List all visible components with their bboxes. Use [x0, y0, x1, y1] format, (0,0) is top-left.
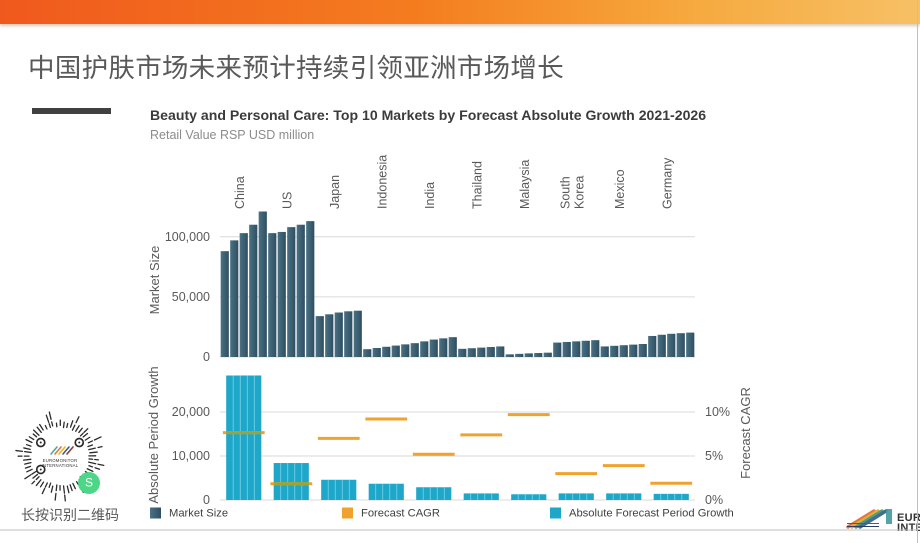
svg-text:0: 0	[203, 493, 210, 507]
svg-text:50,000: 50,000	[172, 290, 210, 304]
svg-text:India: India	[423, 182, 437, 209]
svg-text:0: 0	[203, 350, 210, 364]
svg-text:Market Size: Market Size	[169, 508, 228, 520]
svg-text:长按识别二维码: 长按识别二维码	[21, 507, 119, 523]
svg-text:Indonesia: Indonesia	[375, 155, 389, 209]
svg-text:US: US	[280, 192, 294, 209]
svg-text:Forecast CAGR: Forecast CAGR	[361, 508, 440, 520]
svg-text:Japan: Japan	[328, 175, 342, 209]
svg-text:South: South	[558, 176, 572, 209]
svg-text:Korea: Korea	[572, 176, 586, 209]
svg-text:Forecast CAGR: Forecast CAGR	[738, 387, 753, 479]
svg-text:0%: 0%	[705, 493, 723, 507]
svg-text:Malaysia: Malaysia	[518, 160, 532, 209]
svg-text:Absolute Period Growth: Absolute Period Growth	[146, 366, 161, 503]
svg-text:China: China	[233, 176, 247, 209]
svg-text:20,000: 20,000	[172, 405, 210, 419]
svg-text:S: S	[85, 476, 93, 490]
svg-text:100,000: 100,000	[165, 230, 210, 244]
svg-text:INTERNATIONAL: INTERNATIONAL	[897, 522, 920, 534]
svg-text:Market Size: Market Size	[147, 246, 162, 315]
svg-text:INTERNATIONAL: INTERNATIONAL	[42, 463, 79, 468]
svg-text:10%: 10%	[705, 405, 730, 419]
svg-text:10,000: 10,000	[172, 449, 210, 463]
svg-text:Thailand: Thailand	[470, 161, 484, 209]
svg-text:Absolute Forecast Period Growt: Absolute Forecast Period Growth	[569, 508, 734, 520]
svg-text:Germany: Germany	[660, 157, 674, 209]
svg-text:5%: 5%	[705, 449, 723, 463]
svg-text:Mexico: Mexico	[613, 169, 627, 209]
